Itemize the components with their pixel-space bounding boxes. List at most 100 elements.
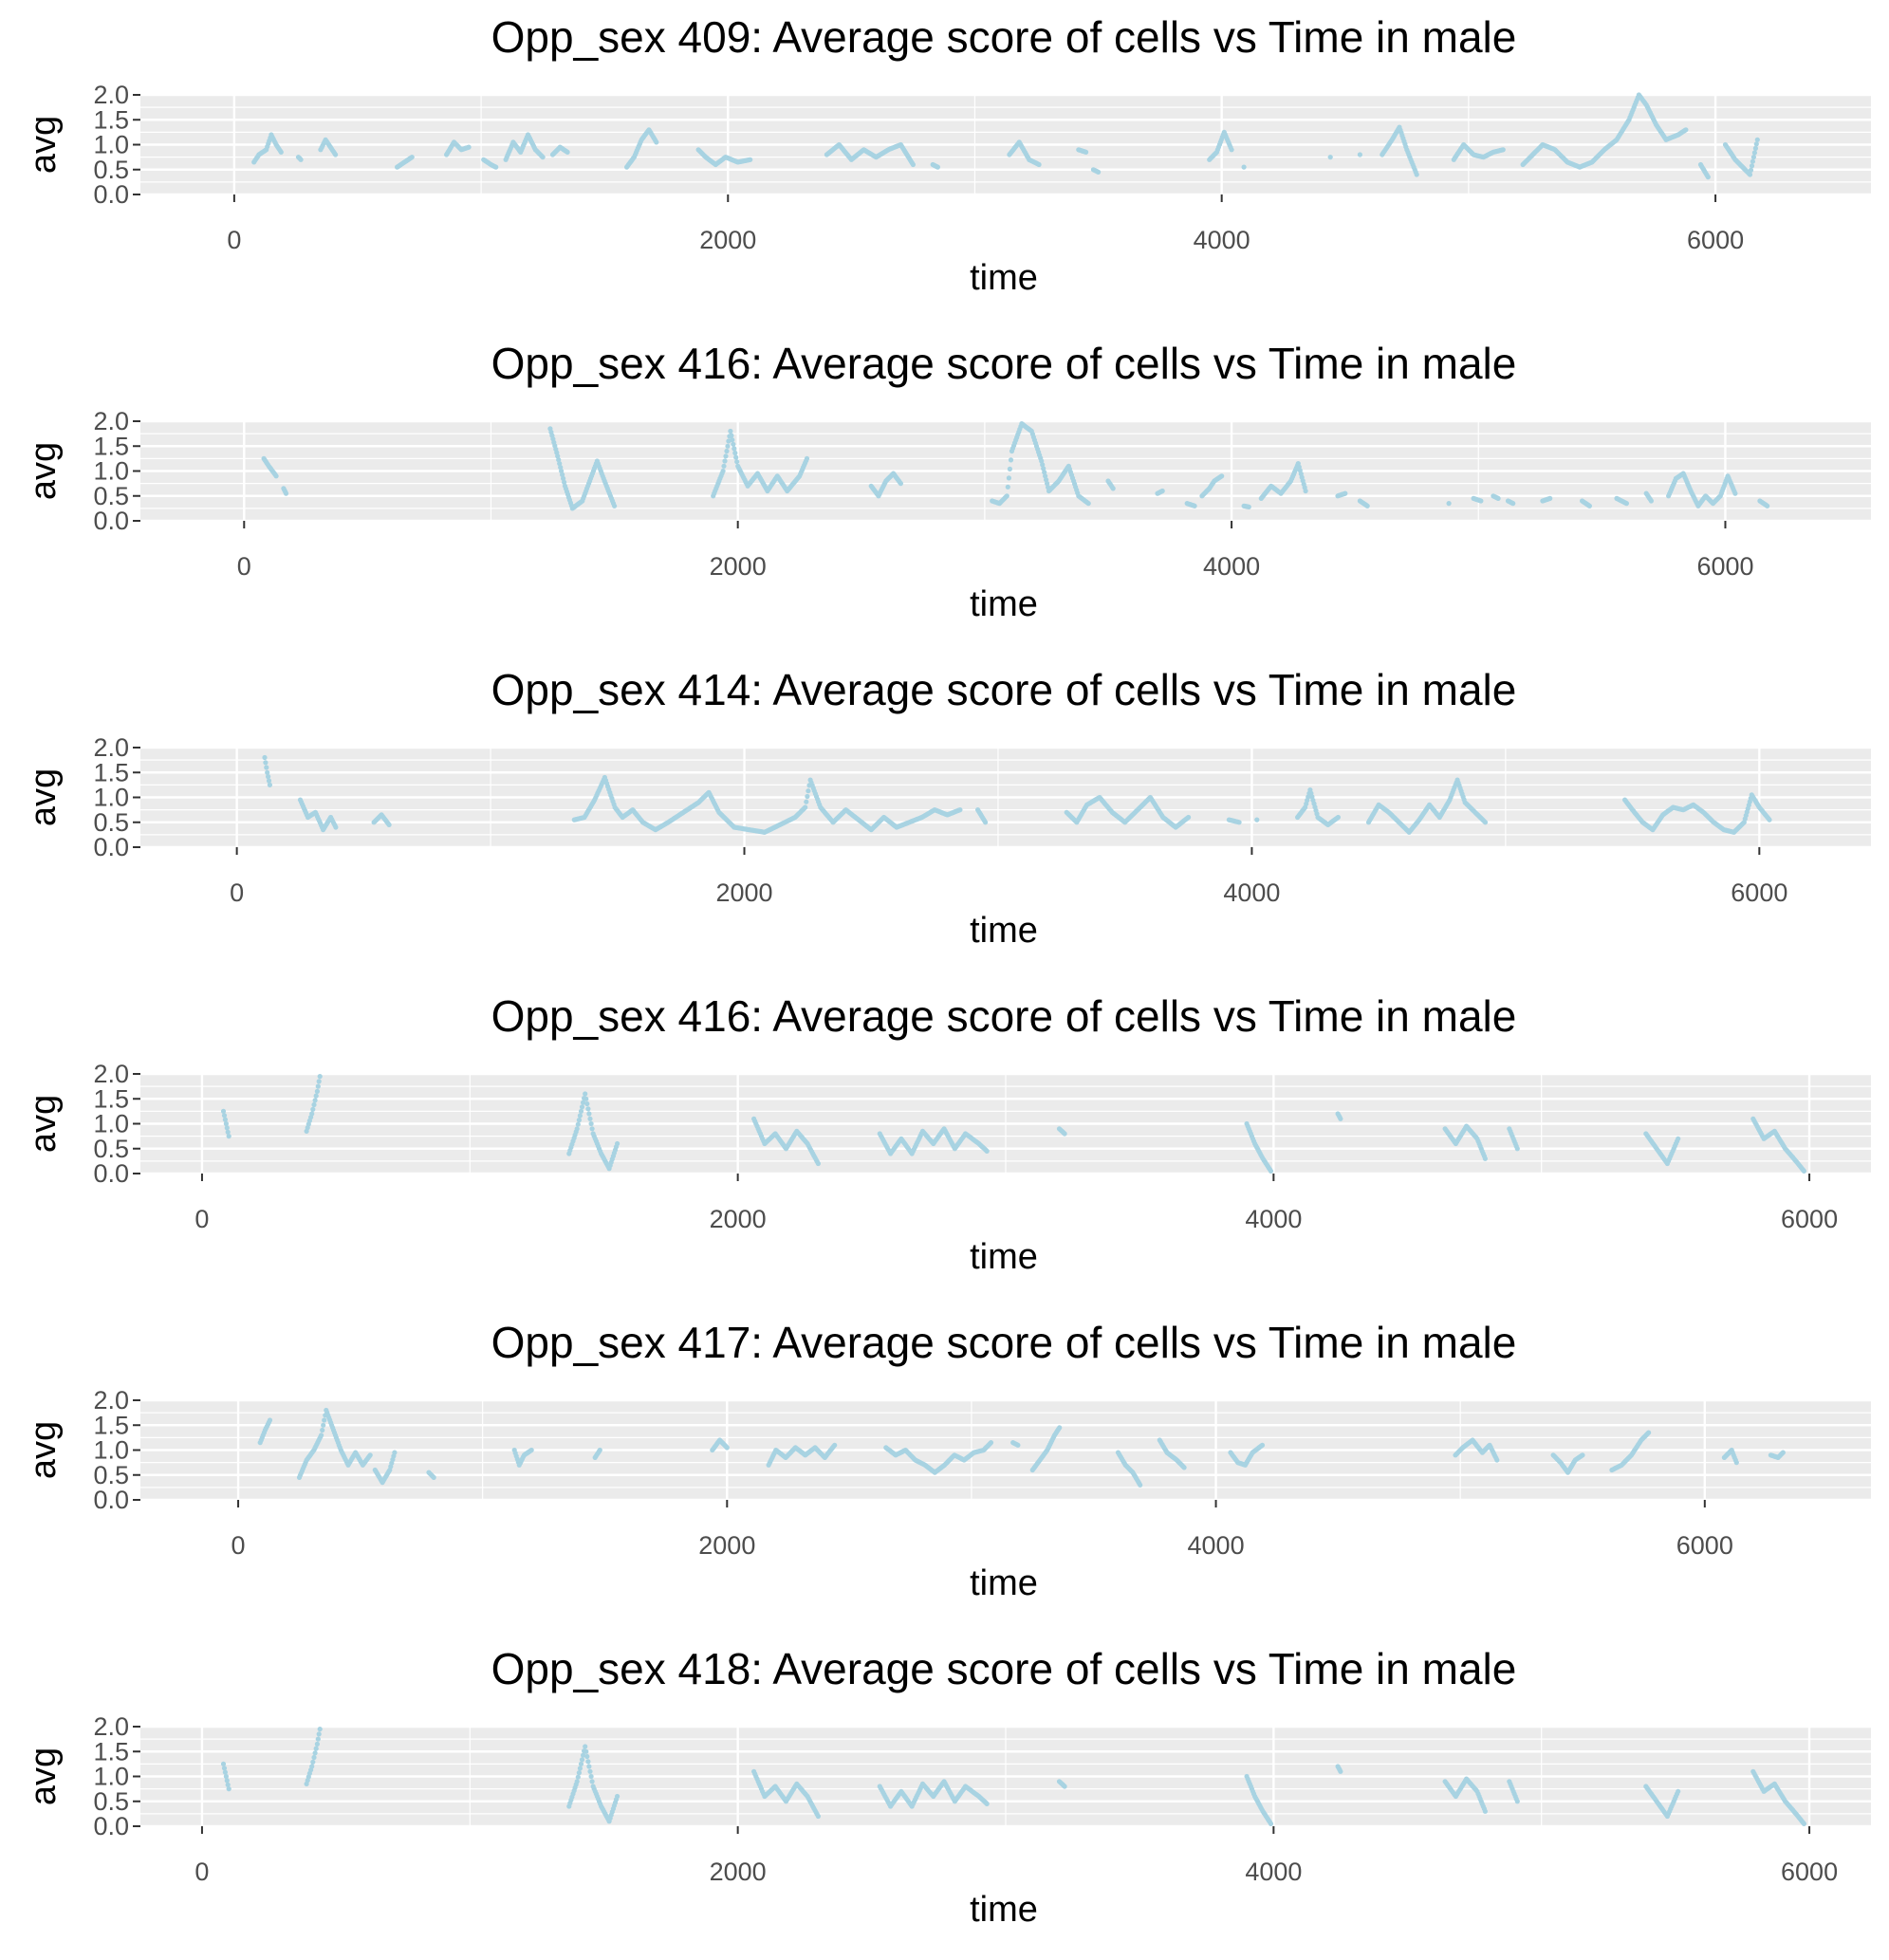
data-point (273, 473, 279, 479)
data-point (815, 1160, 822, 1167)
data-point (1767, 817, 1772, 823)
x-axis-label: time (970, 1237, 1038, 1277)
data-point (226, 1134, 231, 1139)
y-tick-label: 0.5 (93, 808, 129, 837)
chart-title: Opp_sex 414: Average score of cells vs T… (491, 665, 1517, 714)
data-point (222, 1769, 228, 1775)
data-point (722, 458, 728, 464)
data-point (575, 1774, 581, 1780)
data-point (224, 1125, 230, 1131)
y-tick-label: 1.0 (93, 1436, 129, 1465)
data-point (1241, 164, 1247, 170)
data-point (333, 824, 339, 830)
data-point (578, 1761, 584, 1766)
y-tick-label: 1.5 (93, 1084, 129, 1113)
data-point (283, 490, 289, 496)
data-point (1514, 1146, 1520, 1152)
data-point (577, 1766, 583, 1771)
y-tick-label: 1.5 (93, 1411, 129, 1439)
data-point (806, 788, 811, 794)
data-point (615, 1793, 620, 1800)
y-tick-label: 2.0 (93, 1060, 129, 1088)
y-tick-label: 1.5 (93, 432, 129, 460)
data-point (1040, 462, 1046, 468)
data-point (587, 1768, 593, 1774)
y-tick-label: 2.0 (93, 81, 129, 109)
x-axis-label: time (970, 1563, 1038, 1603)
data-point (583, 1744, 588, 1749)
chart-title: Opp_sex 409: Average score of cells vs T… (491, 12, 1517, 62)
y-tick-label: 2.0 (93, 733, 129, 762)
data-point (1801, 1168, 1806, 1174)
facet-panel: Opp_sex 409: Average score of cells vs T… (24, 12, 1871, 298)
data-point (559, 468, 565, 474)
data-point (298, 157, 304, 162)
facet-panel: Opp_sex 418: Average score of cells vs T… (24, 1644, 1871, 1930)
data-point (309, 1111, 315, 1117)
y-tick-label: 1.0 (93, 1763, 129, 1791)
data-point (577, 1113, 583, 1119)
data-point (935, 164, 941, 170)
data-point (957, 807, 963, 813)
y-tick-label: 1.5 (93, 1737, 129, 1766)
x-axis-label: time (970, 258, 1038, 298)
data-point (984, 1148, 990, 1154)
data-point (1044, 477, 1049, 483)
data-point (322, 1417, 327, 1423)
data-point (1514, 1799, 1520, 1804)
data-point (316, 1731, 322, 1737)
x-tick-label: 6000 (1781, 1858, 1838, 1886)
y-tick-label: 0.0 (93, 180, 129, 209)
data-point (615, 1140, 620, 1147)
chart-title: Opp_sex 417: Average score of cells vs T… (491, 1318, 1517, 1367)
data-point (1750, 158, 1755, 164)
x-tick-label: 0 (194, 1858, 209, 1886)
data-point (720, 468, 726, 474)
data-point (724, 448, 730, 454)
data-point (312, 1098, 318, 1103)
y-axis-label: avg (24, 442, 64, 500)
data-point (317, 1727, 323, 1732)
data-point (1357, 152, 1362, 157)
data-point (1186, 814, 1192, 821)
data-point (730, 437, 735, 443)
data-point (1364, 503, 1370, 508)
y-tick-label: 1.0 (93, 784, 129, 812)
data-point (310, 1759, 316, 1765)
x-tick-label: 2000 (715, 878, 772, 907)
x-tick-label: 0 (231, 1531, 246, 1560)
data-point (574, 1126, 580, 1132)
x-tick-label: 6000 (1676, 1531, 1733, 1560)
y-tick-label: 0.5 (93, 482, 129, 510)
data-point (910, 161, 917, 168)
data-point (586, 1764, 592, 1769)
data-point (1676, 1136, 1681, 1141)
facet-panel: Opp_sex 416: Average score of cells vs T… (24, 339, 1871, 624)
data-point (575, 1121, 581, 1127)
data-point (1219, 473, 1225, 479)
x-tick-label: 4000 (1203, 552, 1260, 581)
data-point (1801, 1821, 1806, 1826)
data-point (1751, 150, 1757, 156)
data-point (540, 155, 546, 160)
data-point (1057, 1425, 1063, 1431)
y-tick-label: 0.0 (93, 833, 129, 861)
data-point (1446, 501, 1452, 507)
data-point (1338, 1116, 1343, 1121)
data-point (1042, 470, 1047, 475)
data-point (728, 428, 733, 435)
data-points (257, 1407, 1786, 1488)
y-tick-label: 0.5 (93, 156, 129, 184)
data-point (804, 799, 809, 804)
data-point (734, 459, 740, 465)
y-tick-label: 0.0 (93, 507, 129, 535)
data-point (226, 1786, 231, 1792)
data-point (723, 453, 729, 459)
data-point (1335, 814, 1341, 821)
data-point (1254, 817, 1260, 823)
data-point (392, 1450, 398, 1455)
data-point (1246, 504, 1251, 509)
data-point (221, 1766, 228, 1771)
data-point (1754, 137, 1760, 142)
data-point (581, 1752, 586, 1758)
